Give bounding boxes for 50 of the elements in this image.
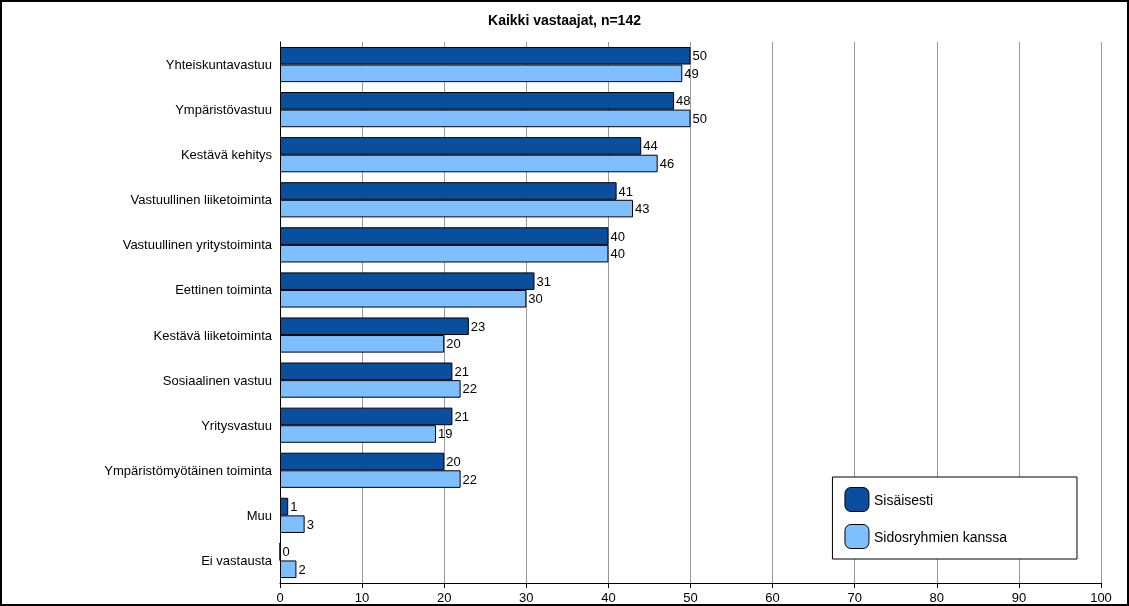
- x-tick-label: 70: [847, 590, 862, 605]
- y-tick-label: Ympäristövastuu: [175, 102, 272, 118]
- data-label: 40: [610, 228, 625, 244]
- data-label: 46: [659, 156, 675, 171]
- x-tick-label: 0: [276, 590, 284, 605]
- x-tick-label: 50: [683, 590, 698, 605]
- data-label: 20: [446, 454, 461, 469]
- data-label: 3: [306, 516, 314, 532]
- y-tick-label: Yritysvastuu: [201, 417, 272, 433]
- data-label: 21: [454, 408, 469, 424]
- data-label: 48: [676, 93, 691, 109]
- chart-title: Kaikki vastaajat, n=142: [488, 12, 642, 28]
- data-label: 20: [446, 336, 461, 352]
- x-tick-label: 90: [1011, 590, 1027, 605]
- data-label: 2: [298, 561, 306, 577]
- x-tick-label: 30: [519, 590, 534, 605]
- legend-label: Sidosryhmien kanssa: [873, 528, 1008, 545]
- y-tick-label: Sosiaalinen vastuu: [162, 372, 272, 388]
- y-tick-label: Vastuullinen yritystoiminta: [122, 237, 273, 253]
- data-label: 19: [437, 426, 453, 442]
- data-label: 44: [643, 138, 658, 154]
- legend-label: Sisäisesti: [873, 491, 934, 508]
- x-tick-label: 10: [354, 590, 370, 605]
- y-tick-label: Ei vastausta: [201, 552, 273, 568]
- y-tick-label: Muu: [246, 507, 272, 523]
- x-tick-label: 20: [436, 590, 452, 605]
- y-tick-label: Yhteiskuntavastuu: [165, 57, 272, 73]
- data-label: 49: [684, 65, 699, 81]
- data-label: 0: [282, 544, 290, 560]
- y-tick-label: Kestävä kehitys: [180, 147, 273, 163]
- x-tick-label: 60: [765, 590, 780, 605]
- data-label: 50: [692, 110, 707, 126]
- data-label: 22: [462, 381, 478, 397]
- data-label: 22: [462, 471, 478, 487]
- x-tick-label: 80: [929, 590, 945, 605]
- y-tick-label: Ympäristömyötäinen toiminta: [104, 462, 273, 478]
- data-label: 30: [528, 291, 543, 307]
- data-label: 43: [635, 201, 650, 217]
- data-label: 31: [536, 273, 551, 289]
- x-tick-label: 100: [1090, 590, 1112, 605]
- y-tick-label: Vastuullinen liiketoiminta: [130, 192, 273, 208]
- y-tick-label: Eettinen toiminta: [175, 282, 273, 298]
- data-label: 21: [454, 363, 469, 379]
- data-label: 40: [610, 246, 625, 262]
- data-label: 50: [692, 48, 707, 64]
- y-tick-label: Kestävä liiketoiminta: [153, 327, 273, 343]
- x-tick-label: 40: [601, 590, 616, 605]
- data-label: 1: [290, 499, 298, 515]
- data-label: 23: [470, 318, 486, 334]
- data-label: 41: [618, 183, 634, 199]
